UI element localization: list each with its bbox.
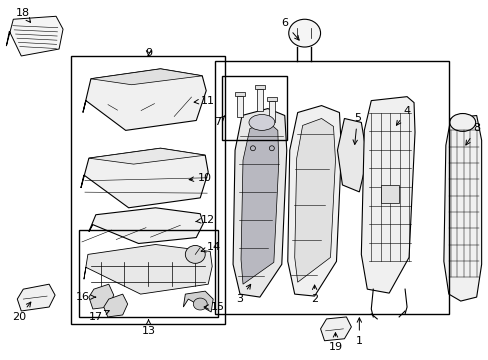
- Ellipse shape: [185, 246, 205, 264]
- Text: 6: 6: [281, 18, 299, 40]
- Polygon shape: [443, 116, 481, 301]
- Polygon shape: [266, 96, 276, 100]
- Text: 15: 15: [203, 302, 224, 312]
- Bar: [79, 230, 218, 317]
- Text: 9: 9: [144, 48, 152, 58]
- Polygon shape: [81, 148, 208, 208]
- Polygon shape: [337, 118, 366, 192]
- Polygon shape: [233, 109, 286, 297]
- Bar: [71, 56, 224, 324]
- Polygon shape: [320, 317, 351, 341]
- Text: 18: 18: [16, 8, 30, 22]
- Text: 11: 11: [194, 96, 215, 105]
- Ellipse shape: [449, 113, 475, 131]
- Polygon shape: [89, 208, 203, 243]
- Polygon shape: [294, 118, 335, 282]
- Text: 17: 17: [89, 311, 109, 322]
- Polygon shape: [254, 85, 264, 89]
- Polygon shape: [287, 105, 341, 296]
- Polygon shape: [183, 291, 213, 312]
- Polygon shape: [256, 89, 263, 111]
- Text: 8: 8: [465, 123, 479, 145]
- Polygon shape: [84, 244, 212, 294]
- Text: 5: 5: [352, 113, 360, 144]
- Text: 16: 16: [76, 292, 95, 302]
- Polygon shape: [361, 96, 414, 293]
- Polygon shape: [235, 92, 244, 96]
- Text: 13: 13: [141, 320, 155, 336]
- Ellipse shape: [193, 298, 207, 310]
- Text: 2: 2: [310, 285, 318, 304]
- Bar: [215, 61, 448, 314]
- Text: 3: 3: [236, 284, 250, 304]
- Polygon shape: [91, 69, 202, 85]
- Bar: [381, 185, 398, 203]
- Polygon shape: [89, 148, 205, 164]
- Text: 14: 14: [201, 243, 221, 252]
- Text: 19: 19: [328, 333, 342, 352]
- Polygon shape: [103, 294, 127, 317]
- Text: 1: 1: [355, 318, 362, 346]
- Text: 10: 10: [189, 173, 212, 183]
- Bar: [222, 76, 286, 140]
- Polygon shape: [268, 100, 274, 122]
- Polygon shape: [83, 69, 206, 130]
- Text: 20: 20: [12, 302, 31, 322]
- Polygon shape: [17, 284, 55, 311]
- Polygon shape: [6, 16, 63, 56]
- Polygon shape: [241, 123, 278, 284]
- Polygon shape: [237, 96, 243, 117]
- Ellipse shape: [288, 19, 320, 47]
- Text: 12: 12: [195, 215, 215, 225]
- Text: 7: 7: [214, 116, 224, 127]
- Text: 4: 4: [396, 105, 410, 125]
- Polygon shape: [89, 284, 114, 309]
- Ellipse shape: [248, 114, 274, 130]
